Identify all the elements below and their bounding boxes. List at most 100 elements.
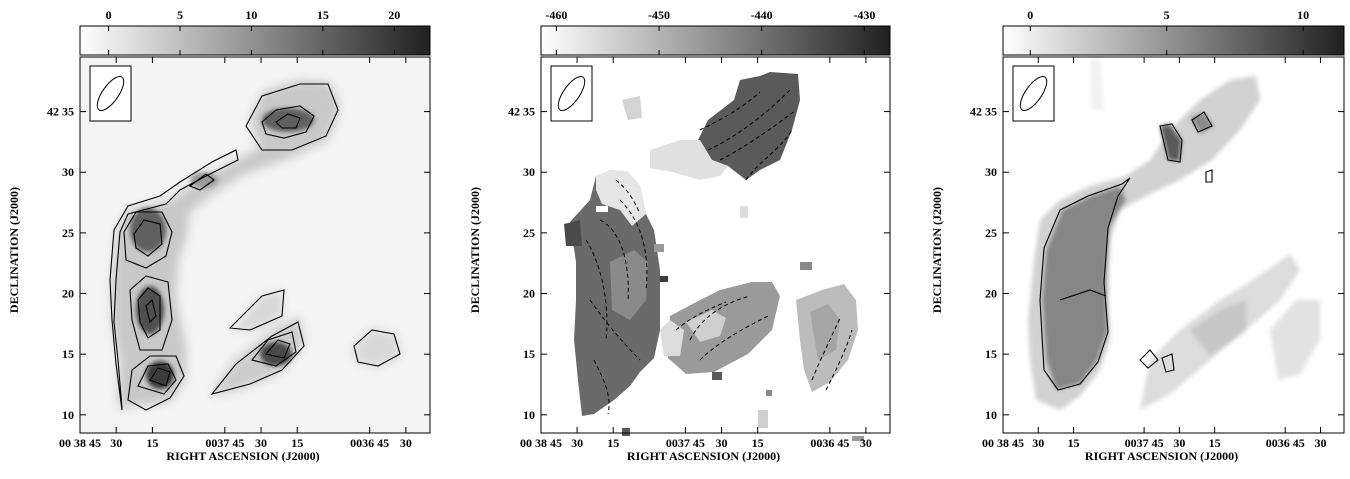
y-tick-label: 30 xyxy=(985,165,997,179)
beam-box xyxy=(550,65,593,122)
colorbar-tick-label: 10 xyxy=(245,8,257,22)
colorbar-tick-label: 10 xyxy=(1297,8,1309,22)
x-tick-label: 0037 45 xyxy=(205,436,244,450)
colorbar-gradient xyxy=(1002,25,1345,56)
x-tick-label: 30 xyxy=(1173,436,1185,450)
x-tick-label: 30 xyxy=(716,436,728,450)
dispersion-map-right xyxy=(1028,60,1320,410)
colorbar-gradient xyxy=(79,25,431,56)
y-tick-label: 30 xyxy=(62,165,74,179)
x-tick-label: 0036 45 xyxy=(810,436,849,450)
y-tick-label: 25 xyxy=(985,226,997,240)
colorbar-gradient xyxy=(540,25,891,56)
x-tick-label: 30 xyxy=(1032,436,1044,450)
x-tick-label: 30 xyxy=(255,436,267,450)
core xyxy=(130,208,166,252)
contour xyxy=(585,239,608,341)
contours-middle xyxy=(585,89,853,415)
velocity-region xyxy=(698,72,800,180)
x-tick-label: 30 xyxy=(860,436,872,450)
contours-left xyxy=(109,83,401,411)
y-tick-label: 42 35 xyxy=(508,105,535,119)
dispersion-region xyxy=(1270,300,1320,380)
emission-region xyxy=(112,80,340,408)
colorbar-left-ticks: 0 5 10 15 20 xyxy=(106,8,400,55)
colorbar-tick-label: -440 xyxy=(751,8,773,22)
contour xyxy=(353,329,401,367)
contour xyxy=(589,299,641,361)
contour xyxy=(1161,353,1175,373)
contour xyxy=(699,315,769,361)
y-tick-label: 15 xyxy=(985,347,997,361)
colorbar-tick-label: -430 xyxy=(853,8,875,22)
velocity-region xyxy=(610,250,648,320)
velocity-pixel xyxy=(622,428,630,436)
contour xyxy=(261,105,315,139)
plot-border xyxy=(79,56,431,434)
velocity-field-middle xyxy=(564,72,864,441)
contour xyxy=(127,355,185,411)
velocity-pixel xyxy=(712,372,722,380)
velocity-pixel xyxy=(758,410,768,428)
x-tick-label: 30 xyxy=(400,436,412,450)
x-axis-title: RIGHT ASCENSION (J2000) xyxy=(166,449,319,463)
contour xyxy=(210,321,305,395)
y-tick-label: 30 xyxy=(523,165,535,179)
y-tick-label: 10 xyxy=(523,408,535,422)
colorbar-tick-label: -450 xyxy=(648,8,670,22)
y-tick-label: 20 xyxy=(523,287,535,301)
x-tick-label: 00 38 45 xyxy=(59,436,101,450)
emission-region xyxy=(232,290,284,332)
panel-left: 0 5 10 15 20 xyxy=(7,8,431,463)
contour xyxy=(251,331,297,367)
beam-ellipse xyxy=(96,75,125,112)
x-tick-label: 0037 45 xyxy=(1125,436,1164,450)
y-tick-label: 20 xyxy=(62,287,74,301)
colorbar-tick-label: -460 xyxy=(545,8,567,22)
plot-border xyxy=(540,56,891,434)
colorbar-band xyxy=(79,25,431,56)
contour xyxy=(1159,123,1183,163)
x-tick-label: 00 38 45 xyxy=(982,436,1024,450)
y-tick-label: 42 35 xyxy=(970,105,997,119)
x-tick-label: 15 xyxy=(1209,436,1221,450)
velocity-pixel xyxy=(654,244,664,252)
y-tick-label: 10 xyxy=(985,408,997,422)
y-tick-label: 15 xyxy=(523,347,535,361)
image-left xyxy=(79,56,431,434)
y-axis-title: DECLINATION (J2000) xyxy=(930,187,944,313)
colorbar-right xyxy=(1002,25,1345,56)
contour xyxy=(129,275,173,351)
colorbar-tick-label: 15 xyxy=(317,8,329,22)
dispersion-region xyxy=(1160,124,1182,162)
contour xyxy=(264,339,291,359)
dispersion-region xyxy=(1090,60,1104,110)
contour xyxy=(228,289,285,331)
contour xyxy=(825,329,853,391)
x-tick-label: 30 xyxy=(1314,436,1326,450)
image-right xyxy=(1002,56,1345,434)
contour xyxy=(1205,169,1213,183)
colorbar-tick-label: 20 xyxy=(388,8,400,22)
contour xyxy=(689,295,751,341)
colorbar-tick-label: 0 xyxy=(1027,8,1033,22)
beam-box-middle xyxy=(550,65,593,122)
contour xyxy=(123,211,173,269)
x-tick-label: 0037 45 xyxy=(666,436,705,450)
emission-region xyxy=(352,328,402,368)
y-tick-label: 25 xyxy=(62,226,74,240)
dispersion-region xyxy=(1042,186,1126,390)
velocity-region xyxy=(622,96,642,120)
colorbar-middle xyxy=(540,25,891,56)
core xyxy=(190,172,218,188)
contour xyxy=(149,367,171,387)
core xyxy=(136,286,164,334)
beam-box-right xyxy=(1012,65,1055,122)
contour xyxy=(1039,177,1131,391)
velocity-pixel xyxy=(800,262,812,270)
y-tick-label: 10 xyxy=(62,408,74,422)
beam-ellipse xyxy=(557,75,586,112)
x-axis-title: RIGHT ASCENSION (J2000) xyxy=(627,449,780,463)
